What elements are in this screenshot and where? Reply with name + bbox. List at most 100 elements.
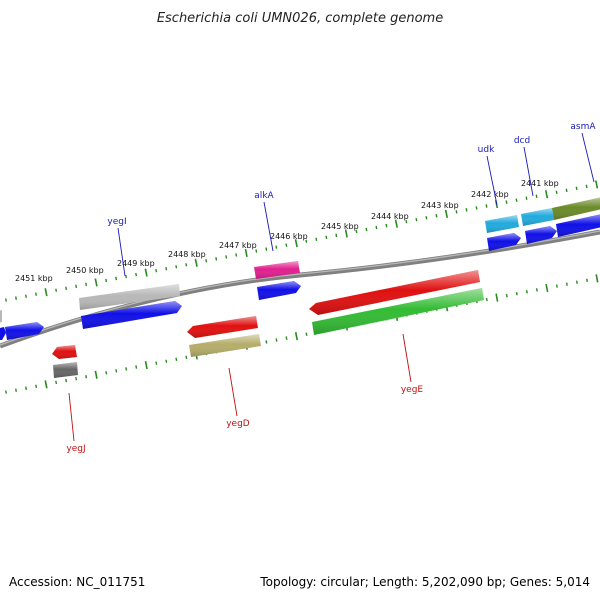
gene-feature bbox=[187, 316, 258, 338]
gene-label: yegJ bbox=[66, 444, 85, 454]
tick-label: 2450 kbp bbox=[66, 266, 104, 275]
gene-label: yegD bbox=[226, 419, 250, 429]
tick-label: 2448 kbp bbox=[168, 250, 206, 259]
major-tick bbox=[495, 293, 499, 302]
genome-summary-text: Topology: circular; Length: 5,202,090 bp… bbox=[259, 575, 590, 589]
scale-tick-labels: 2451 kbp 2450 kbp 2449 kbp 2448 kbp 2447… bbox=[15, 179, 559, 283]
minor-tick bbox=[205, 259, 208, 263]
minor-tick bbox=[525, 196, 528, 200]
reverse-gene-labels: yegJ yegD yegE bbox=[66, 385, 423, 454]
minor-tick bbox=[75, 376, 78, 381]
gene-feature bbox=[189, 334, 261, 357]
tick-label: 2444 kbp bbox=[371, 212, 409, 221]
gene-label: alkA bbox=[254, 191, 274, 201]
minor-tick bbox=[415, 217, 418, 222]
major-tick bbox=[94, 278, 98, 287]
minor-tick bbox=[575, 186, 578, 191]
minor-tick bbox=[355, 229, 358, 234]
outer-scale-ticks bbox=[5, 180, 599, 302]
minor-tick bbox=[505, 200, 508, 204]
minor-tick bbox=[505, 293, 508, 298]
minor-tick bbox=[435, 214, 438, 218]
minor-tick bbox=[85, 282, 88, 287]
gene-feature bbox=[79, 284, 180, 310]
minor-tick bbox=[575, 280, 578, 284]
major-tick bbox=[545, 190, 549, 199]
minor-tick bbox=[275, 338, 278, 342]
reverse-strand-genes bbox=[52, 270, 484, 378]
gene-label: dcd bbox=[514, 136, 530, 146]
forward-label-leaders bbox=[117, 132, 595, 277]
minor-tick bbox=[365, 227, 368, 232]
minor-tick bbox=[15, 388, 17, 392]
minor-tick bbox=[335, 233, 338, 238]
minor-tick bbox=[475, 206, 478, 210]
minor-tick bbox=[285, 336, 288, 340]
minor-tick bbox=[485, 204, 488, 208]
minor-tick bbox=[5, 390, 7, 394]
reverse-label-leaders bbox=[68, 333, 412, 442]
minor-tick bbox=[265, 340, 268, 344]
gene-feature bbox=[5, 322, 44, 340]
tick-label: 2441 kbp bbox=[521, 179, 559, 188]
inner-scale-ticks bbox=[5, 274, 599, 394]
forward-gene-labels: yegI alkA udk dcd asmA bbox=[107, 122, 596, 227]
minor-tick bbox=[585, 184, 588, 189]
gene-label: yegI bbox=[107, 217, 126, 227]
minor-tick bbox=[215, 257, 218, 261]
major-tick bbox=[294, 332, 298, 341]
minor-tick bbox=[465, 208, 468, 212]
minor-tick bbox=[35, 384, 38, 389]
major-tick bbox=[244, 248, 248, 258]
minor-tick bbox=[115, 369, 118, 373]
minor-tick bbox=[375, 225, 378, 230]
major-tick bbox=[394, 219, 398, 228]
minor-tick bbox=[105, 278, 108, 283]
gene-feature bbox=[53, 362, 78, 378]
major-tick bbox=[444, 209, 448, 218]
minor-tick bbox=[315, 237, 318, 242]
minor-tick bbox=[65, 378, 68, 383]
tick-label: 2445 kbp bbox=[321, 222, 359, 231]
minor-tick bbox=[586, 278, 588, 283]
gene-label: yegE bbox=[401, 385, 424, 395]
minor-tick bbox=[125, 367, 128, 371]
tick-label: 2446 kbp bbox=[270, 232, 308, 241]
gene-feature bbox=[312, 288, 484, 335]
minor-tick bbox=[165, 359, 168, 363]
major-tick bbox=[144, 268, 148, 277]
major-tick bbox=[144, 361, 148, 370]
major-tick bbox=[44, 380, 48, 389]
gene-feature bbox=[485, 215, 519, 233]
gene-label: asmA bbox=[570, 122, 596, 132]
gene-feature bbox=[0, 310, 2, 323]
gene-feature bbox=[309, 270, 480, 315]
minor-tick bbox=[225, 255, 228, 259]
minor-tick bbox=[65, 286, 68, 291]
accession-text: Accession: NC_011751 bbox=[9, 575, 145, 589]
minor-tick bbox=[25, 386, 28, 390]
tick-label: 2442 kbp bbox=[471, 190, 509, 199]
major-tick bbox=[194, 258, 198, 267]
tick-label: 2443 kbp bbox=[421, 201, 459, 210]
minor-tick bbox=[555, 190, 558, 195]
major-tick bbox=[294, 239, 298, 248]
minor-tick bbox=[5, 298, 7, 302]
minor-tick bbox=[15, 296, 17, 300]
map-title: Escherichia coli UMN026, complete genome bbox=[157, 11, 443, 26]
gene-feature bbox=[521, 208, 554, 226]
minor-tick bbox=[525, 290, 528, 294]
minor-tick bbox=[255, 249, 258, 253]
minor-tick bbox=[135, 365, 138, 369]
minor-tick bbox=[515, 292, 518, 296]
major-tick bbox=[595, 180, 599, 189]
minor-tick bbox=[75, 284, 78, 289]
gene-feature bbox=[257, 281, 301, 300]
minor-tick bbox=[25, 294, 27, 298]
minor-tick bbox=[485, 297, 488, 302]
minor-tick bbox=[55, 288, 58, 292]
minor-tick bbox=[275, 245, 278, 249]
minor-tick bbox=[285, 243, 288, 247]
minor-tick bbox=[265, 247, 268, 251]
minor-tick bbox=[535, 194, 538, 198]
